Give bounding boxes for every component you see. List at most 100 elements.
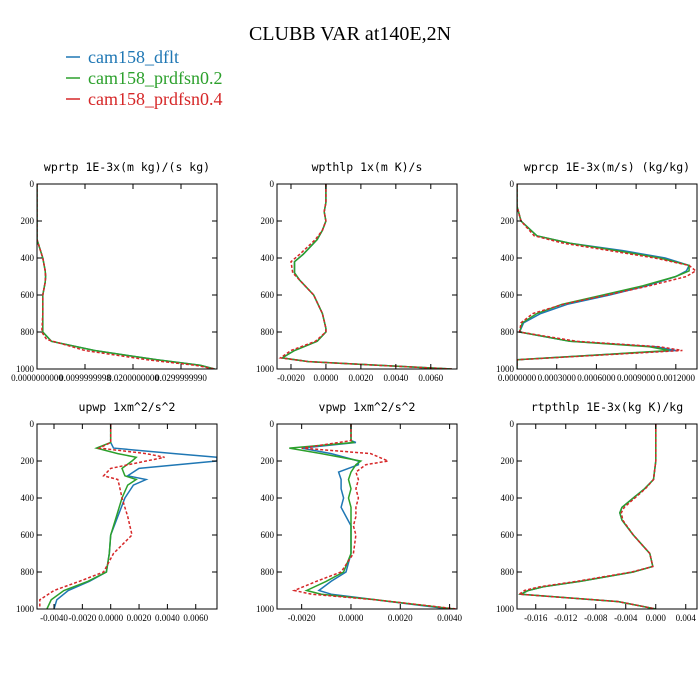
y-tick-label: 1000 bbox=[496, 364, 515, 374]
x-tick-label: 0.0000000 bbox=[498, 373, 537, 383]
series-line-cam158-dflt bbox=[518, 424, 657, 609]
series-group bbox=[517, 424, 657, 609]
x-tick-label: 0.0200000000 bbox=[107, 373, 159, 383]
y-tick-label: 1000 bbox=[496, 604, 515, 614]
x-tick-label: 0.0012000 bbox=[657, 373, 696, 383]
x-tick-label: 0.0040 bbox=[383, 373, 408, 383]
series-line-cam158-prdfsn0-2 bbox=[46, 424, 138, 609]
x-tick-label: 0.004 bbox=[676, 613, 697, 623]
series-line-cam158-prdfsn0-4 bbox=[517, 184, 697, 369]
plot-frame bbox=[276, 183, 458, 370]
x-tick-label: -0.008 bbox=[584, 613, 608, 623]
y-tick-label: 1000 bbox=[16, 364, 35, 374]
y-tick-label: 400 bbox=[501, 253, 515, 263]
plot-frame bbox=[516, 423, 698, 610]
x-tick-label: 0.0020 bbox=[127, 613, 152, 623]
x-tick-label: 0.0000 bbox=[98, 613, 123, 623]
plot-frame bbox=[36, 423, 218, 610]
y-tick-label: 400 bbox=[21, 253, 35, 263]
y-tick-label: 800 bbox=[21, 327, 35, 337]
panel-title: wprtp 1E-3x(m kg)/(s kg) bbox=[44, 160, 210, 174]
y-tick-label: 800 bbox=[501, 327, 515, 337]
legend: cam158_dflt cam158_prdfsn0.2 cam158_prdf… bbox=[66, 47, 222, 109]
series-line-cam158-prdfsn0-2 bbox=[289, 424, 455, 609]
panel-1: wprtp 1E-3x(m kg)/(s kg) 0 200 400 600 800 100… bbox=[11, 160, 218, 383]
y-tick-label: 600 bbox=[21, 530, 35, 540]
series-group bbox=[278, 184, 452, 369]
x-tick-label: 0.0040 bbox=[155, 613, 180, 623]
y-tick-label: 1000 bbox=[16, 604, 35, 614]
series-line-cam158-prdfsn0-2 bbox=[37, 184, 215, 369]
x-tick-label: 0.0000 bbox=[339, 613, 364, 623]
series-line-cam158-prdfsn0-2 bbox=[280, 184, 452, 369]
legend-label-dflt: cam158_dflt bbox=[88, 47, 179, 67]
y-tick-label: 0 bbox=[270, 179, 275, 189]
y-tick-label: 1000 bbox=[256, 364, 275, 374]
y-tick-label: 400 bbox=[21, 493, 35, 503]
x-tick-label: 0.0009000 bbox=[617, 373, 656, 383]
x-tick-label: 0.0040 bbox=[437, 613, 462, 623]
series-group bbox=[517, 184, 697, 369]
series-line-cam158-prdfsn0-4 bbox=[37, 184, 215, 369]
y-tick-label: 800 bbox=[261, 327, 275, 337]
x-tick-label: -0.0020 bbox=[288, 613, 316, 623]
panel-3: wprcp 1E-3x(m/s) (kg/kg) 0 200 400 600 800 100… bbox=[496, 160, 698, 383]
legend-label-prdfsn02: cam158_prdfsn0.2 bbox=[88, 68, 222, 88]
y-tick-label: 400 bbox=[501, 493, 515, 503]
plot-frame bbox=[516, 183, 698, 370]
y-tick-label: 0 bbox=[30, 179, 35, 189]
x-tick-label: 0.0060 bbox=[183, 613, 208, 623]
x-tick-label: 0.0006000 bbox=[577, 373, 616, 383]
panel-title: upwp 1xm^2/s^2 bbox=[79, 400, 176, 414]
y-tick-label: 800 bbox=[501, 567, 515, 577]
x-tick-label: -0.0020 bbox=[68, 613, 96, 623]
series-line-cam158-prdfsn0-2 bbox=[517, 184, 690, 369]
y-tick-label: 200 bbox=[501, 456, 515, 466]
y-tick-label: 600 bbox=[21, 290, 35, 300]
y-tick-label: 800 bbox=[261, 567, 275, 577]
series-line-cam158-prdfsn0-4 bbox=[291, 424, 457, 609]
series-line-cam158-dflt bbox=[301, 424, 450, 609]
x-tick-label: -0.004 bbox=[614, 613, 638, 623]
panel-2: wpthlp 1x(m K)/s 0 200 400 600 800 1000-0.0020… bbox=[256, 160, 458, 383]
x-tick-label: 0.0020 bbox=[388, 613, 413, 623]
panel-title: rtpthlp 1E-3x(kg K)/kg bbox=[531, 400, 683, 414]
x-tick-label: -0.012 bbox=[554, 613, 577, 623]
series-line-cam158-dflt bbox=[280, 184, 452, 369]
panel-title: wprcp 1E-3x(m/s) (kg/kg) bbox=[524, 160, 690, 174]
series-line-cam158-prdfsn0-4 bbox=[278, 184, 452, 369]
y-tick-label: 0 bbox=[510, 179, 515, 189]
legend-label-prdfsn04: cam158_prdfsn0.4 bbox=[88, 89, 222, 109]
series-line-cam158-dflt bbox=[517, 184, 691, 369]
y-tick-label: 400 bbox=[261, 493, 275, 503]
series-line-cam158-prdfsn0-4 bbox=[39, 424, 165, 609]
panels: wprtp 1E-3x(m kg)/(s kg) 0 200 400 600 800 100… bbox=[11, 160, 698, 623]
panel-title: vpwp 1xm^2/s^2 bbox=[319, 400, 416, 414]
y-tick-label: 600 bbox=[501, 290, 515, 300]
y-tick-label: 0 bbox=[510, 419, 515, 429]
x-tick-label: 0.0020 bbox=[349, 373, 374, 383]
series-line-cam158-prdfsn0-4 bbox=[517, 424, 657, 609]
x-tick-label: 0.000 bbox=[646, 613, 667, 623]
plot-frame bbox=[276, 423, 458, 610]
figure-title: CLUBB VAR at140E,2N bbox=[249, 23, 451, 45]
x-tick-label: 0.0000000000 bbox=[11, 373, 63, 383]
panel-4: upwp 1xm^2/s^2 0 200 400 600 800 1000 -0.0040 -0… bbox=[16, 400, 218, 623]
plot-frame bbox=[36, 183, 218, 370]
x-tick-label: 0.0060 bbox=[418, 373, 443, 383]
y-tick-label: 200 bbox=[501, 216, 515, 226]
y-tick-label: 0 bbox=[30, 419, 35, 429]
x-tick-label: -0.016 bbox=[524, 613, 548, 623]
y-tick-label: 200 bbox=[261, 216, 275, 226]
x-tick-label: 0.0003000 bbox=[538, 373, 577, 383]
y-tick-label: 600 bbox=[261, 530, 275, 540]
y-tick-label: 400 bbox=[261, 253, 275, 263]
series-group bbox=[37, 184, 215, 369]
x-tick-label: 0.0000 bbox=[314, 373, 339, 383]
y-tick-label: 200 bbox=[21, 456, 35, 466]
y-tick-label: 0 bbox=[270, 419, 275, 429]
x-tick-label: -0.0040 bbox=[40, 613, 68, 623]
x-tick-label: 0.0099999998 bbox=[59, 373, 111, 383]
y-tick-label: 200 bbox=[21, 216, 35, 226]
